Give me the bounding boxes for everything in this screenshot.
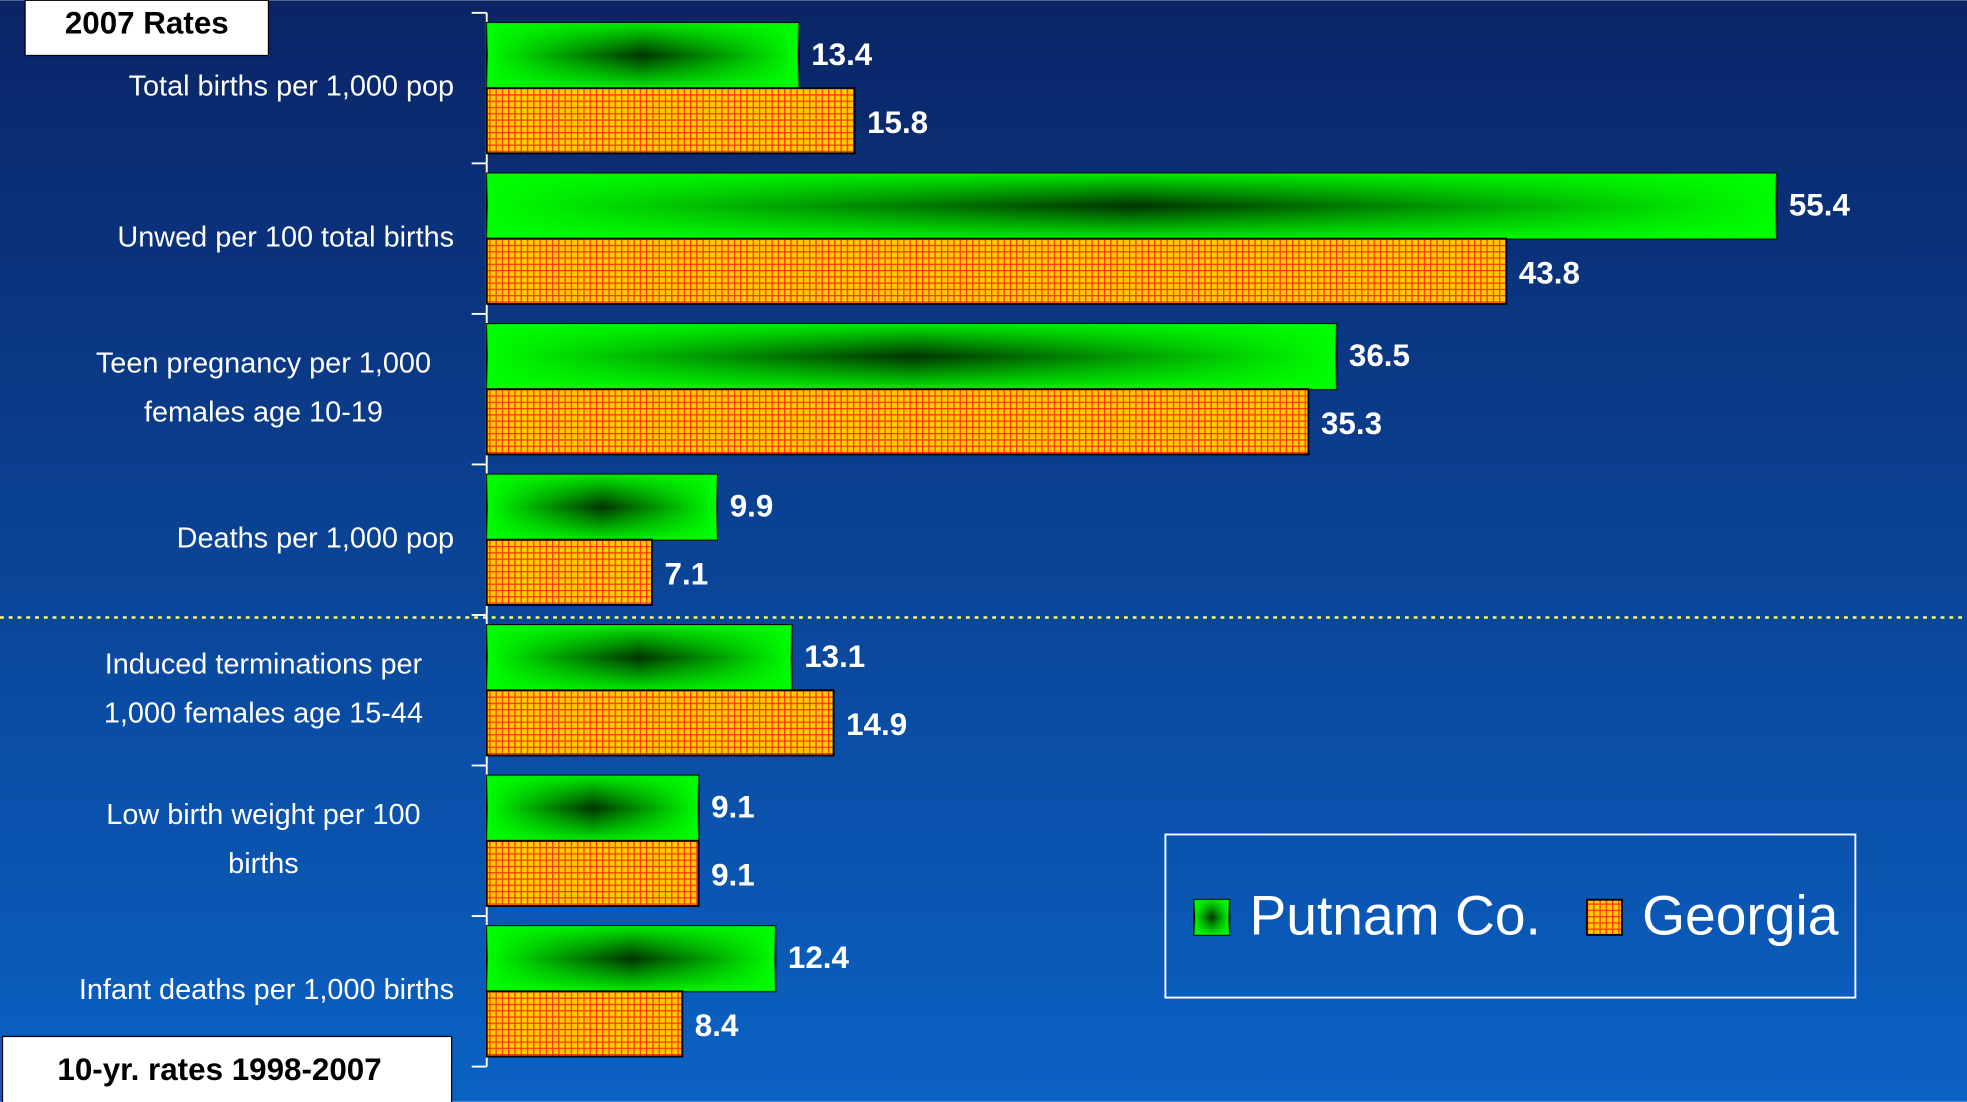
category-label: births (228, 848, 299, 880)
value-label: 35.3 (1321, 406, 1382, 441)
legend-swatch (1585, 898, 1623, 936)
value-label: 7.1 (665, 556, 709, 591)
bar (485, 538, 653, 606)
legend-label: Putnam Co. (1249, 884, 1540, 946)
bar-shade (486, 775, 699, 841)
value-label: 13.1 (804, 639, 865, 674)
value-label: 15.8 (867, 105, 928, 140)
value-label: 12.4 (788, 940, 850, 975)
value-label: 8.4 (695, 1008, 739, 1043)
legend-swatch-shade (1194, 899, 1230, 935)
category-label: Infant deaths per 1,000 births (79, 974, 454, 1006)
bar (485, 388, 1310, 456)
value-label: 13.4 (811, 37, 873, 72)
value-label: 43.8 (1519, 255, 1580, 290)
annotation: 2007 Rates (65, 6, 229, 41)
bar (485, 990, 684, 1058)
category-label: 1,000 females age 15-44 (104, 697, 423, 729)
value-label: 9.1 (711, 857, 755, 892)
bar-shade (486, 173, 1777, 239)
annotation-box (24, 0, 270, 57)
bar-shade (486, 926, 776, 992)
category-label: Teen pregnancy per 1,000 (96, 347, 431, 379)
bar (485, 87, 856, 155)
bar-shade (486, 474, 718, 540)
bar-shade (486, 625, 792, 691)
legend-box (1164, 833, 1857, 999)
value-label: 36.5 (1349, 338, 1410, 373)
bar-shade (486, 22, 799, 89)
bar (485, 237, 1508, 305)
annotation: 10-yr. rates 1998-2007 (57, 1052, 381, 1087)
category-label: Induced terminations per (105, 648, 423, 680)
category-label: Total births per 1,000 pop (129, 71, 455, 103)
value-label: 9.1 (711, 790, 755, 825)
value-label: 14.9 (846, 707, 907, 742)
value-label: 9.9 (730, 489, 774, 524)
bar (485, 689, 835, 757)
bar-shade (486, 323, 1337, 390)
annotation-box (1, 1035, 453, 1102)
category-label: Low birth weight per 100 (106, 799, 420, 831)
value-label: 55.4 (1789, 188, 1851, 223)
legend-label: Georgia (1642, 884, 1839, 946)
category-label: Unwed per 100 total births (117, 221, 454, 253)
category-label: Deaths per 1,000 pop (177, 522, 454, 554)
bar (485, 839, 700, 907)
category-label: females age 10-19 (144, 396, 383, 428)
